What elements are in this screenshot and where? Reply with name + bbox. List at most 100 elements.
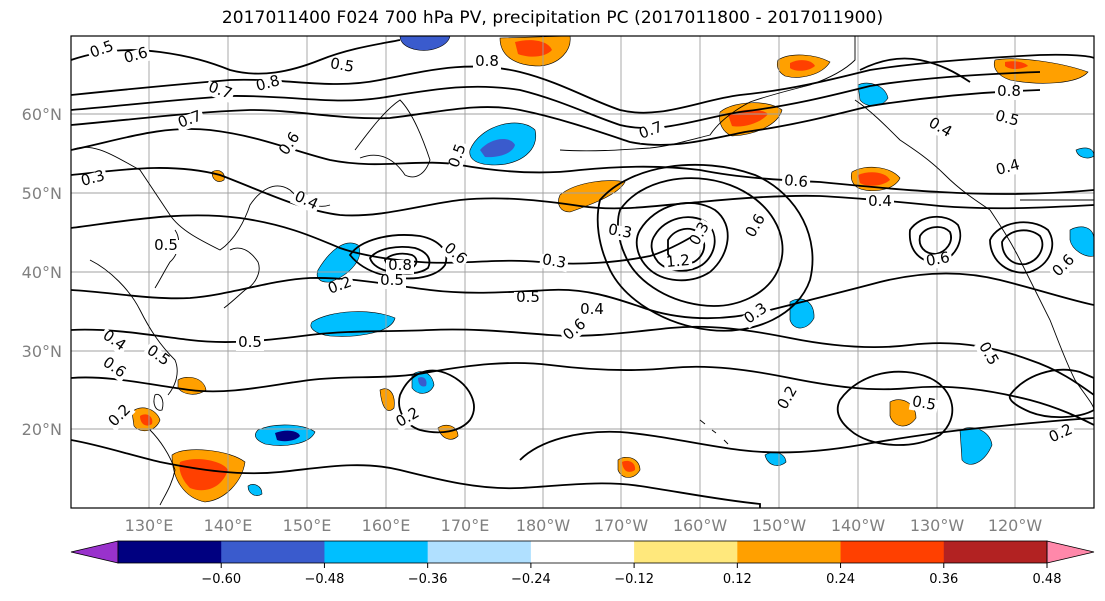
colorbar-segment	[530, 541, 635, 563]
korea-coastline	[154, 229, 180, 289]
contour-label-bg	[923, 115, 956, 142]
contour-label-bg	[77, 169, 109, 191]
latitude-labels: 60°N 50°N 40°N 30°N 20°N	[22, 105, 62, 439]
contour-label-bg	[105, 401, 136, 432]
contour-label: 0.6	[100, 353, 130, 381]
lon-tick-label: 170°W	[594, 516, 649, 535]
contour-label: 1.2	[665, 251, 690, 271]
lat-tick-label: 20°N	[22, 420, 62, 439]
contour-label: 0.4	[868, 192, 892, 210]
pos-anomaly-core	[622, 460, 636, 472]
contour-label-bg	[141, 343, 173, 371]
contour-label-bg	[560, 316, 591, 346]
contour-label: 0.5	[144, 341, 174, 369]
contour-label-bg	[324, 275, 356, 299]
pv-contour	[617, 177, 784, 307]
lon-tick-label: 150°E	[283, 516, 332, 535]
pv-contour	[989, 221, 1054, 274]
lon-tick-label: 120°W	[988, 516, 1043, 535]
contour-label: 0.5	[329, 54, 356, 76]
pv-contour	[650, 216, 716, 272]
contour-label-bg	[991, 109, 1023, 131]
pos-anomaly-patch	[558, 180, 626, 213]
colorbar-tick-label: −0.60	[201, 572, 241, 587]
pos-anomaly-core	[790, 60, 815, 71]
colorbar-segment	[427, 541, 532, 563]
coastlines	[71, 36, 1094, 506]
contour-label: 0.6	[275, 128, 303, 158]
lat-tick-label: 30°N	[22, 342, 62, 361]
map-gridlines	[71, 36, 1094, 508]
lat-tick-label: 60°N	[22, 105, 62, 124]
contour-label-bg	[635, 120, 667, 144]
pv-contour	[71, 39, 401, 75]
lon-tick-label: 140°W	[831, 516, 886, 535]
pv-contour	[859, 57, 971, 83]
pv-contour	[1008, 368, 1094, 418]
colorbar: −0.60 −0.48 −0.36 −0.24 −0.12 0.12 0.24 0.36 0.4…	[70, 540, 1095, 587]
colorbar-extend-low	[70, 540, 119, 564]
japan-coastline	[223, 247, 260, 309]
contour-label-bg	[86, 39, 118, 63]
colorbar-tick-label: −0.48	[305, 572, 345, 587]
north-america-coastline	[989, 209, 1094, 411]
neg-anomaly-core	[275, 430, 300, 442]
contour-label-bg	[289, 189, 322, 215]
colorbar-segment	[634, 541, 738, 563]
colorbar-outline	[117, 540, 1048, 564]
neg-anomaly-core	[480, 138, 515, 158]
colorbar-segment	[840, 541, 945, 563]
contour-label: 0.6	[783, 171, 808, 191]
lon-tick-label: 130°W	[910, 516, 965, 535]
contour-label: 0.6	[925, 248, 952, 270]
contour-label-bg	[995, 86, 1023, 100]
pv-contour	[836, 370, 954, 446]
contour-label: 0.6	[122, 43, 150, 67]
contour-label: 0.4	[994, 155, 1022, 179]
pv-contour	[369, 245, 431, 275]
neg-anomaly-patch	[959, 427, 993, 465]
taiwan-coastline	[153, 393, 164, 411]
contour-label: 0.6	[1048, 250, 1078, 280]
chart-title: 2017011400 F024 700 hPa PV, precipitatio…	[221, 8, 884, 28]
contour-label: 0.5	[380, 271, 404, 289]
longitude-labels: 130°E 140°E 150°E 160°E 170°E 180°W 170°W 160°W…	[125, 516, 1043, 535]
contour-label-bg	[923, 251, 954, 271]
neg-anomaly-patch	[399, 36, 451, 51]
colorbar-tick-label: 0.24	[826, 572, 855, 587]
colorbar-tick-label: 0.36	[929, 572, 958, 587]
contour-label-bg	[204, 80, 236, 104]
contour-label-bg	[174, 109, 206, 133]
contour-label-bg	[378, 275, 406, 289]
lat-tick-label: 50°N	[22, 184, 62, 203]
contour-label-bg	[386, 260, 414, 274]
contour-label: 0.3	[79, 166, 107, 190]
lon-tick-label: 160°W	[673, 516, 728, 535]
contour-label: 0.4	[580, 300, 604, 318]
contour-label: 0.5	[993, 106, 1021, 130]
neg-anomaly-core	[418, 377, 427, 387]
contour-label-bg	[277, 129, 305, 161]
lon-tick-label: 180°W	[516, 516, 571, 535]
lon-tick-label: 130°E	[125, 516, 174, 535]
kamchatka-coastline	[354, 99, 431, 178]
pos-anomaly-core	[1005, 61, 1028, 69]
contour-label-bg	[743, 210, 770, 243]
asia-coastline	[71, 146, 331, 251]
contour-label-bg	[326, 57, 357, 77]
contour-label: 0.5	[516, 288, 540, 306]
contour-label: 0.5	[238, 333, 262, 351]
contour-label: 0.3	[607, 220, 634, 242]
lon-tick-label: 140°E	[204, 516, 253, 535]
pos-anomaly-core	[858, 172, 890, 186]
pv-contours	[71, 39, 1094, 508]
pos-anomaly-patch	[379, 388, 395, 411]
neg-anomaly-patch	[1075, 147, 1094, 159]
colorbar-segment	[118, 541, 222, 563]
contour-label-bg	[781, 174, 811, 192]
contour-label-bg	[236, 337, 264, 351]
pv-contour	[596, 163, 814, 332]
contour-label: 0.3	[541, 250, 568, 272]
contour-label: 0.8	[997, 82, 1021, 100]
